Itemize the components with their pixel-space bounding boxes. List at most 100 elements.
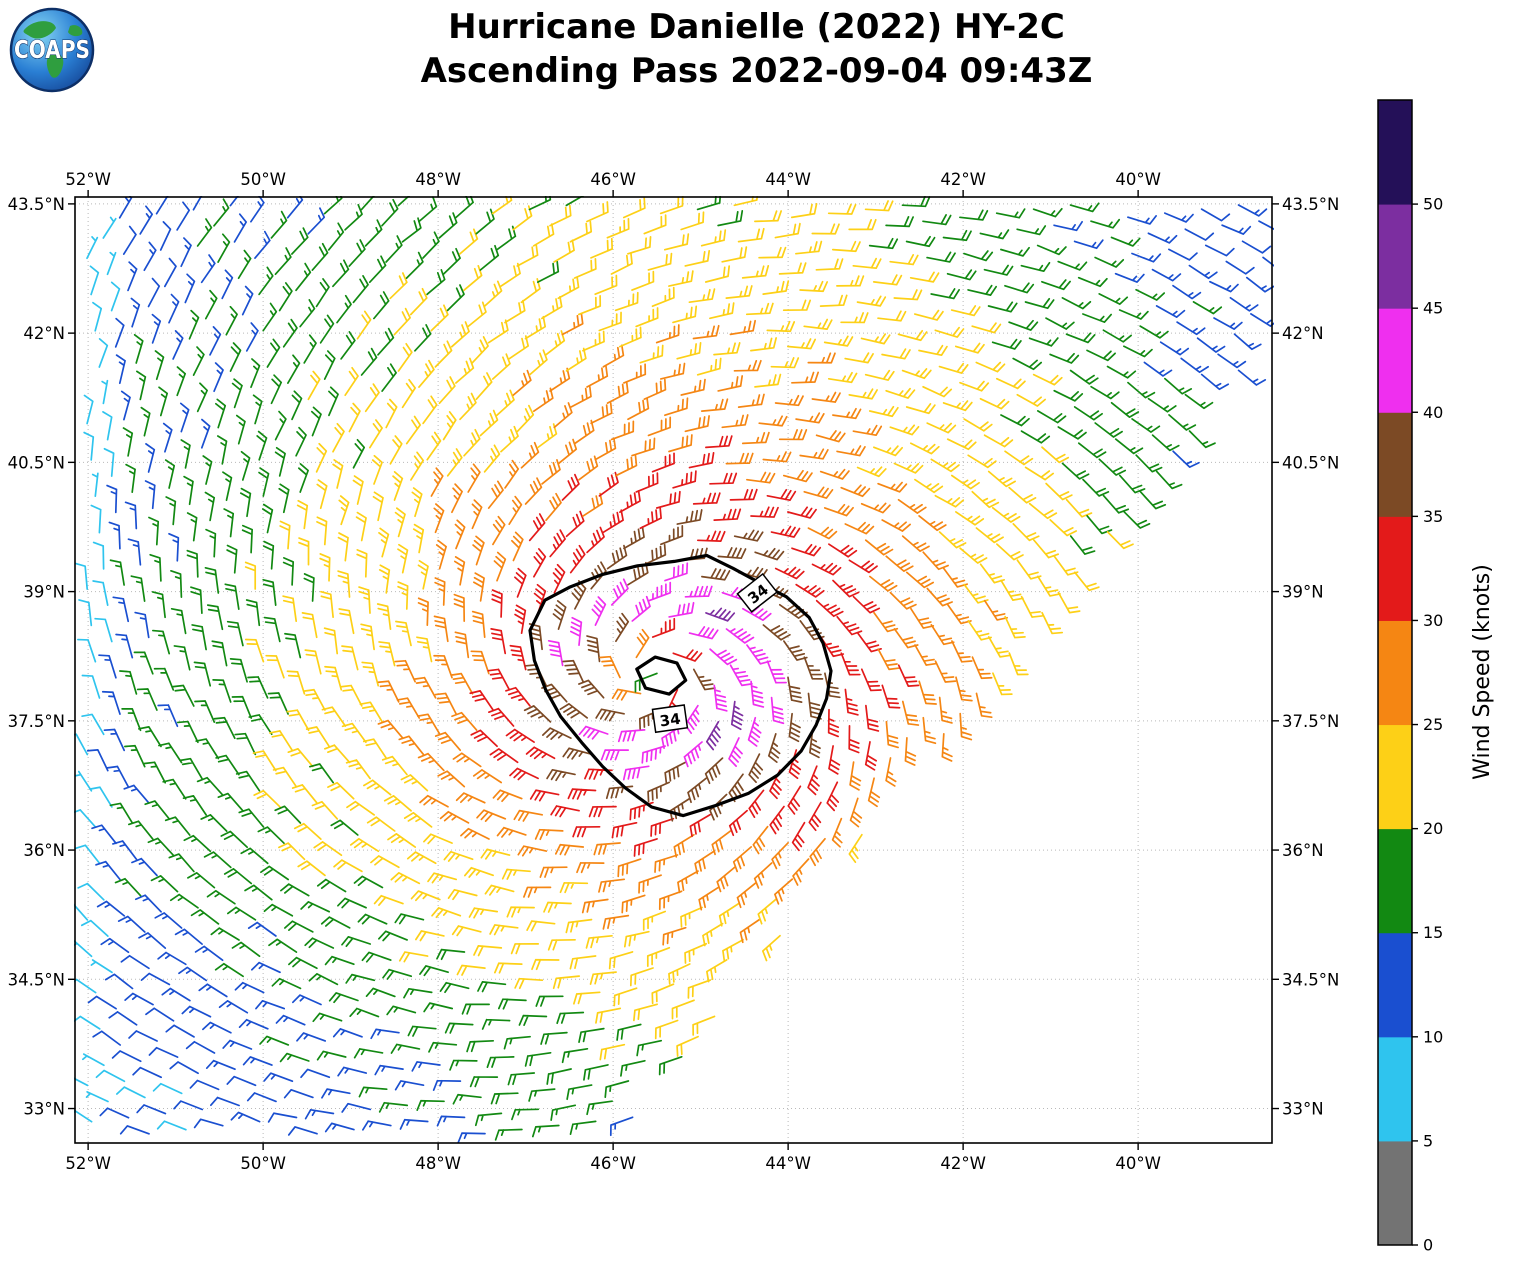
- wind-barb: [541, 459, 561, 485]
- wind-barb: [1114, 272, 1145, 283]
- wind-barb: [280, 883, 310, 897]
- wind-barb: [410, 451, 425, 481]
- wind-barb: [849, 797, 863, 828]
- wind-barb: [762, 934, 781, 962]
- wind-barb: [1086, 349, 1116, 362]
- wind-barb: [508, 335, 529, 360]
- wind-barb: [87, 995, 117, 1010]
- wind-barb: [778, 603, 808, 619]
- wind-barb: [494, 1128, 523, 1141]
- wind-barb: [983, 599, 1008, 621]
- colorbar-segment: [1378, 932, 1412, 1038]
- wind-barb: [436, 1115, 466, 1127]
- wind-barb: [867, 777, 881, 808]
- wind-barb: [647, 416, 672, 437]
- wind-barb: [1184, 228, 1215, 241]
- wind-barb: [449, 1059, 478, 1071]
- wind-barb: [194, 700, 216, 723]
- colorbar-segment: [1378, 1140, 1412, 1246]
- wind-barb: [392, 471, 404, 501]
- wind-barb: [406, 851, 437, 865]
- wind-barb: [576, 861, 605, 874]
- wind-barb: [434, 731, 462, 752]
- wind-barb: [468, 907, 499, 919]
- wind-barb: [170, 607, 187, 635]
- wind-barb: [528, 349, 548, 376]
- wind-barb: [611, 821, 638, 839]
- wind-barb: [90, 959, 113, 974]
- wind-barb: [275, 1014, 306, 1026]
- wind-barb: [518, 1014, 548, 1026]
- wind-barb: [826, 781, 840, 812]
- wind-barb: [614, 291, 639, 312]
- wind-barb: [1053, 220, 1083, 232]
- wind-barb: [569, 616, 583, 647]
- wind-barb: [807, 692, 822, 720]
- wind-barb: [788, 712, 801, 743]
- wind-barb: [795, 240, 823, 255]
- wind-barb: [955, 511, 985, 526]
- wind-barb: [643, 543, 667, 566]
- wind-barb: [227, 906, 257, 921]
- wind-barb: [741, 431, 770, 445]
- wind-barb: [599, 655, 621, 679]
- wind-barb: [457, 1132, 486, 1144]
- wind-barb: [112, 596, 130, 623]
- wind-barb: [297, 463, 309, 493]
- wind-barb: [323, 627, 339, 655]
- wind-barb: [132, 1066, 163, 1079]
- wind-barb: [169, 893, 199, 909]
- wind-barb: [114, 877, 142, 897]
- wind-barb: [466, 1039, 495, 1053]
- wind-barb: [803, 318, 833, 330]
- wind-barb: [705, 607, 736, 622]
- wind-barb: [725, 628, 755, 644]
- wind-barb: [332, 422, 345, 453]
- wind-barb: [526, 920, 556, 932]
- wind-barb: [489, 748, 519, 764]
- wind-barb: [786, 338, 817, 350]
- y-tick-label-right: 34.5°N: [1282, 970, 1339, 989]
- wind-barb: [356, 549, 368, 578]
- wind-barb: [470, 650, 490, 675]
- wind-barb: [959, 380, 990, 392]
- wind-barb: [344, 366, 359, 397]
- wind-barb: [206, 889, 236, 905]
- wind-barb: [1184, 393, 1214, 410]
- wind-barb: [470, 729, 498, 748]
- wind-barb: [535, 995, 564, 1007]
- wind-barb: [774, 566, 805, 580]
- wind-barb: [204, 566, 220, 594]
- wind-barb: [450, 321, 470, 348]
- wind-barb: [552, 563, 566, 594]
- wind-barb: [295, 426, 307, 457]
- wind-barb: [267, 1112, 298, 1123]
- wind-barb: [92, 541, 105, 570]
- wind-barb: [265, 654, 285, 679]
- wind-barb: [1057, 591, 1081, 614]
- wind-barb: [524, 477, 543, 505]
- wind-barb: [411, 1061, 441, 1072]
- wind-barb: [120, 390, 131, 421]
- wind-barb: [942, 567, 968, 588]
- wind-barb: [362, 738, 388, 760]
- wind-barb: [209, 326, 222, 356]
- wind-barb: [417, 559, 429, 590]
- wind-barb: [848, 833, 863, 864]
- wind-barb: [390, 872, 421, 885]
- wind-barb: [151, 591, 166, 619]
- wind-barb: [663, 233, 690, 251]
- wind-barb: [709, 472, 738, 485]
- wind-barb: [1000, 246, 1030, 257]
- wind-barb: [840, 484, 871, 498]
- wind-barb: [873, 445, 903, 457]
- wind-barb: [127, 261, 138, 292]
- wind-barb: [567, 788, 597, 800]
- wind-barb: [680, 378, 706, 396]
- wind-barb: [995, 377, 1026, 390]
- wind-barb: [365, 987, 396, 998]
- wind-barb: [255, 999, 286, 1010]
- wind-barb: [394, 659, 416, 683]
- wind-barb: [108, 521, 121, 550]
- wind-barb: [1004, 615, 1026, 639]
